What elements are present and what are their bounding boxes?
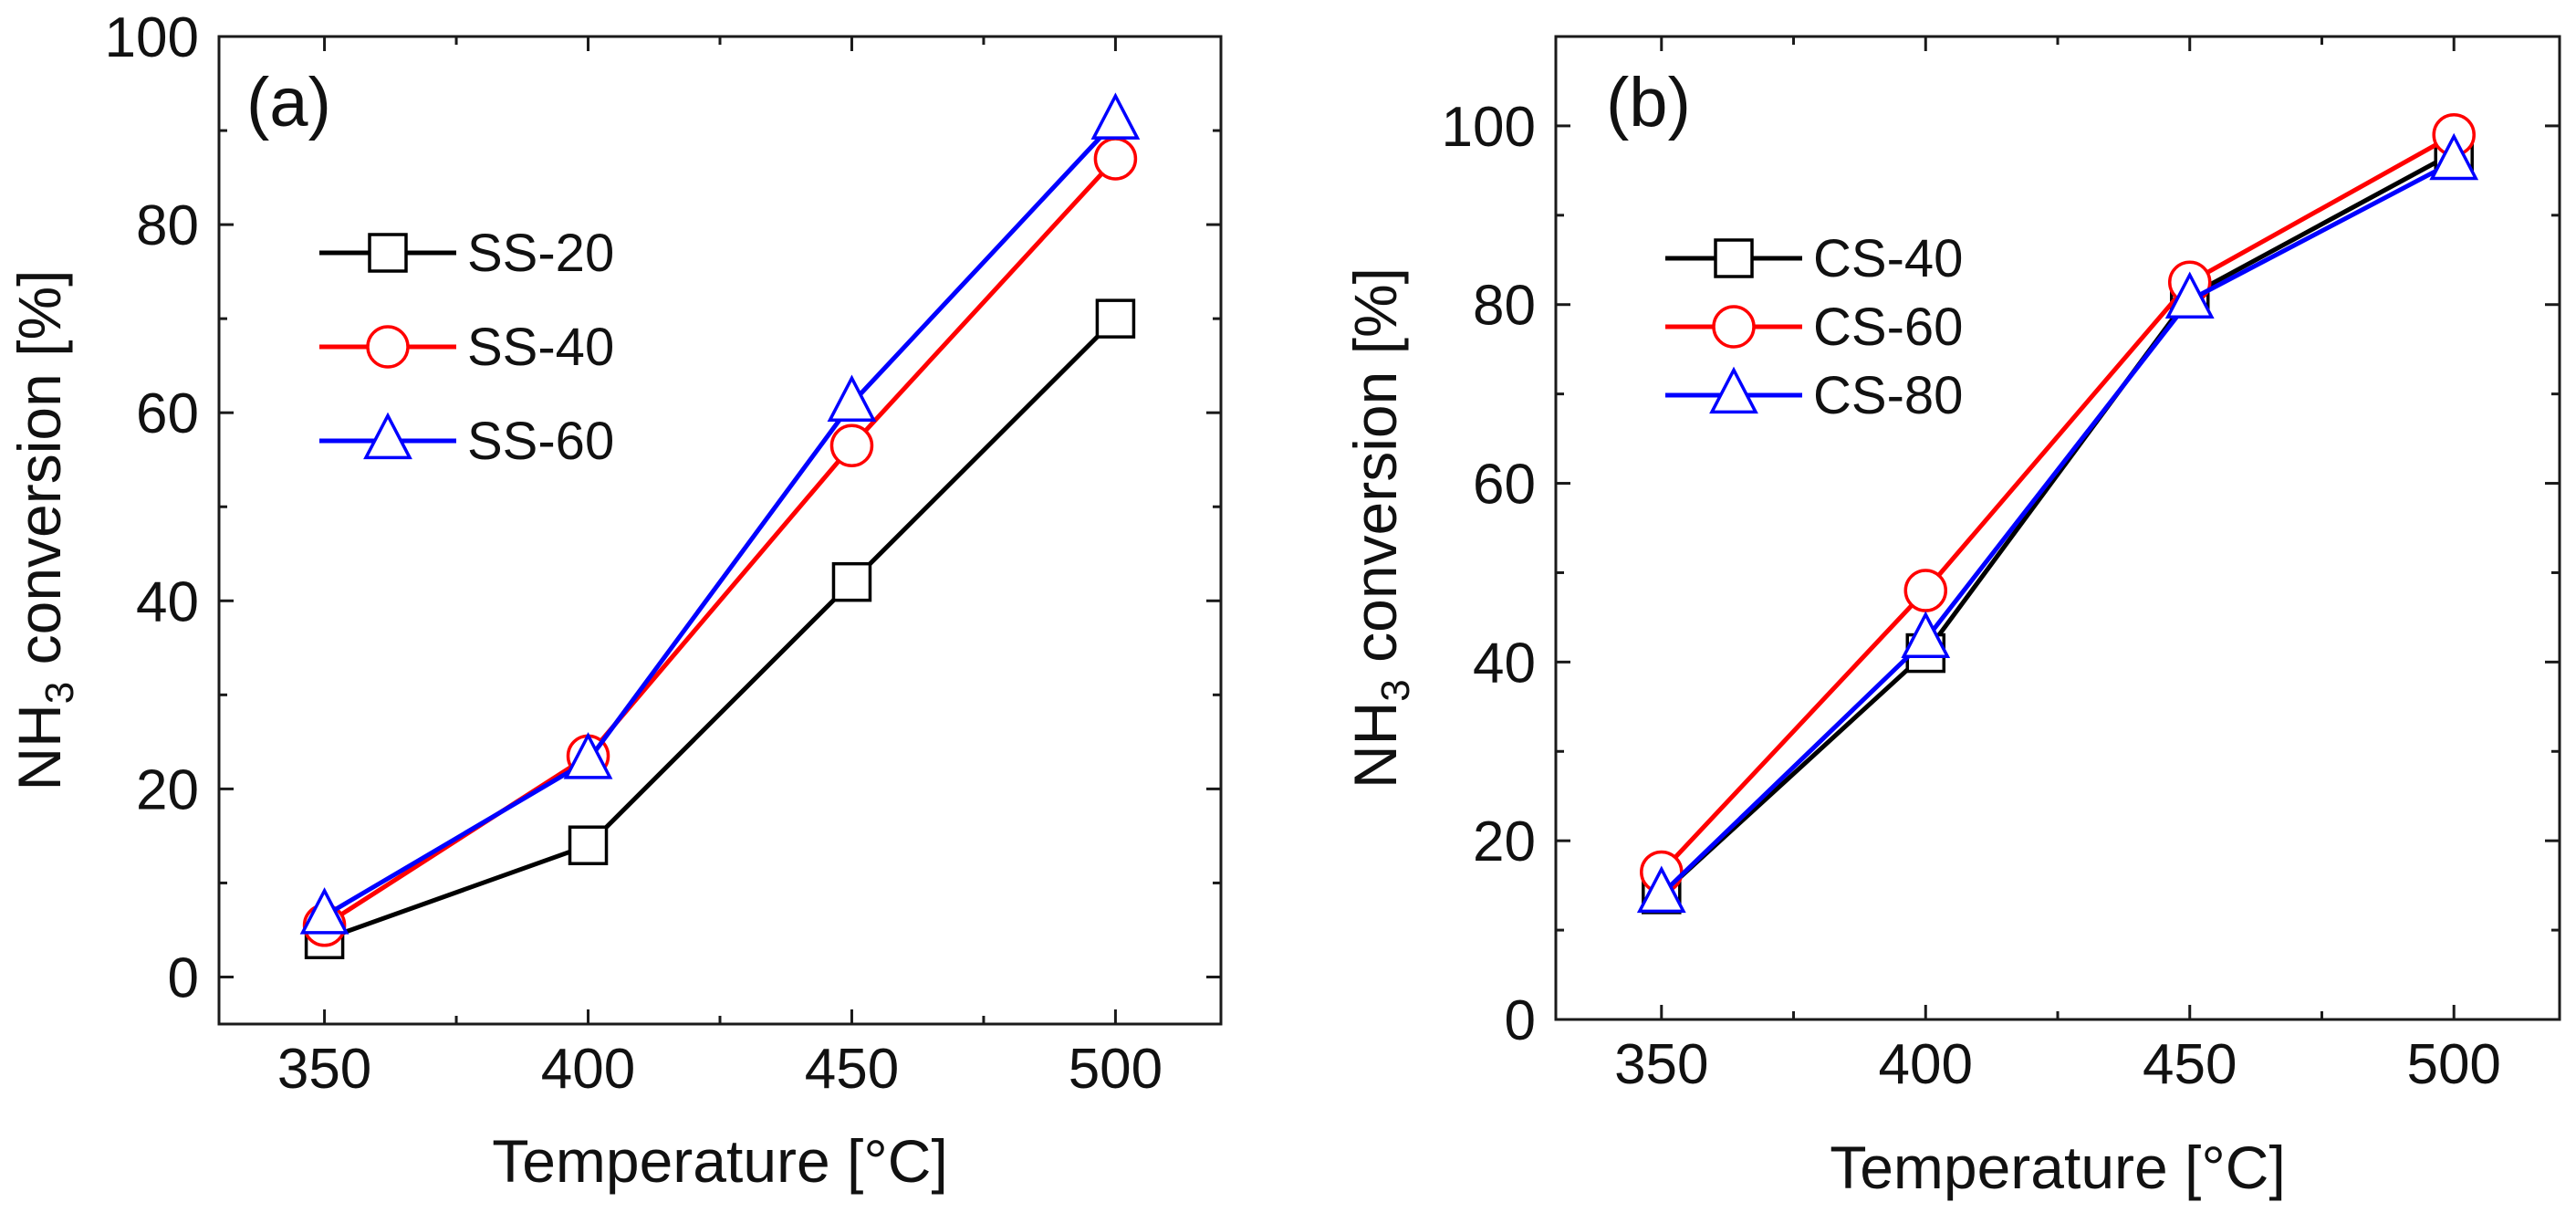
data-point [831, 561, 872, 602]
data-point [2429, 132, 2479, 181]
legend-marker [1712, 305, 1756, 349]
x-tick-label: 400 [1879, 1033, 1973, 1096]
y-axis-title-main: NH [5, 704, 73, 790]
series-line [323, 120, 1118, 918]
data-point [563, 732, 613, 779]
plot-frame [217, 35, 1223, 1026]
chart-panel-a: 350 400 450 500 0 20 40 60 80 100 Temperature [°C]… [5, 6, 1223, 1195]
data-point [1095, 298, 1136, 339]
data-point [1093, 137, 1138, 181]
data-point [827, 374, 877, 423]
series-line [1659, 132, 2456, 874]
x-tick-label: 350 [277, 1038, 371, 1101]
x-tick-label: 450 [805, 1038, 899, 1101]
data-point [2164, 271, 2215, 319]
y-tick-label: 40 [136, 570, 199, 633]
y-tick-label: 0 [1505, 989, 1536, 1052]
legend-item: CS-80 [1665, 366, 1963, 425]
x-tick-label: 500 [1069, 1038, 1163, 1101]
data-point [1901, 611, 1951, 659]
y-tick-label: 60 [1473, 454, 1536, 517]
x-axis-title: Temperature [°C] [1830, 1134, 2286, 1201]
x-tick-label: 500 [2406, 1033, 2500, 1096]
series-ss-60 [299, 92, 1141, 935]
y-tick-label: 0 [168, 946, 199, 1009]
y-axis-title-rest: conversion [%] [1341, 267, 1409, 679]
legend-label: CS-40 [1813, 229, 1963, 288]
data-point [829, 423, 874, 468]
legend-item: CS-40 [1665, 229, 1963, 288]
data-point [299, 887, 349, 935]
y-tick-label: 100 [105, 6, 199, 69]
legend-marker [363, 412, 412, 460]
y-axis-title: NH3 conversion [%] [5, 269, 82, 790]
series-line [323, 317, 1118, 942]
data-point [1090, 92, 1141, 140]
y-axis-title-subscript: 3 [37, 682, 82, 704]
legend-item: CS-60 [1665, 298, 1963, 357]
y-tick-label: 80 [1473, 275, 1536, 338]
data-point [1903, 569, 1948, 612]
series-line [1660, 151, 2456, 896]
legend-label: SS-60 [467, 412, 614, 471]
y-axis-title-main: NH [1341, 702, 1409, 789]
series-cs-60 [1640, 112, 2476, 894]
legend-marker [368, 233, 408, 273]
legend-marker [366, 325, 410, 369]
legend-label: CS-80 [1813, 366, 1963, 425]
series-line [323, 157, 1118, 927]
legend-label: SS-20 [467, 224, 614, 283]
series-cs-80 [1636, 132, 2479, 914]
legend-item: SS-40 [319, 318, 614, 377]
panel-label: (a) [246, 64, 331, 141]
y-tick-label: 60 [136, 382, 199, 445]
y-axis-title-subscript: 3 [1373, 679, 1418, 701]
y-axis-title: NH3 conversion [%] [1341, 267, 1418, 789]
x-axis-title: Temperature [°C] [492, 1127, 948, 1195]
y-axis-title-rest: conversion [%] [5, 269, 73, 681]
y-tick-label: 20 [136, 758, 199, 821]
data-point [568, 825, 609, 865]
legend-marker [1709, 366, 1758, 414]
y-tick-label: 20 [1473, 810, 1536, 873]
legend-marker [1714, 238, 1754, 278]
series-ss-40 [302, 137, 1138, 947]
legend-item: SS-20 [319, 224, 614, 283]
panel-label: (b) [1606, 64, 1691, 141]
x-tick-label: 400 [541, 1038, 635, 1101]
series-line [1660, 159, 2456, 896]
x-tick-label: 450 [2143, 1033, 2237, 1096]
legend-item: SS-60 [319, 412, 614, 471]
data-point [1636, 865, 1686, 914]
legend-label: CS-60 [1813, 298, 1963, 357]
y-tick-label: 40 [1473, 632, 1536, 695]
series-cs-40 [1642, 132, 2474, 915]
x-tick-label: 350 [1614, 1033, 1708, 1096]
chart-panel-b: 350 400 450 500 0 20 40 60 80 100 Temperature [°C]… [1341, 35, 2561, 1201]
y-tick-label: 100 [1442, 96, 1536, 159]
legend-label: SS-40 [467, 318, 614, 377]
y-tick-label: 80 [136, 194, 199, 257]
